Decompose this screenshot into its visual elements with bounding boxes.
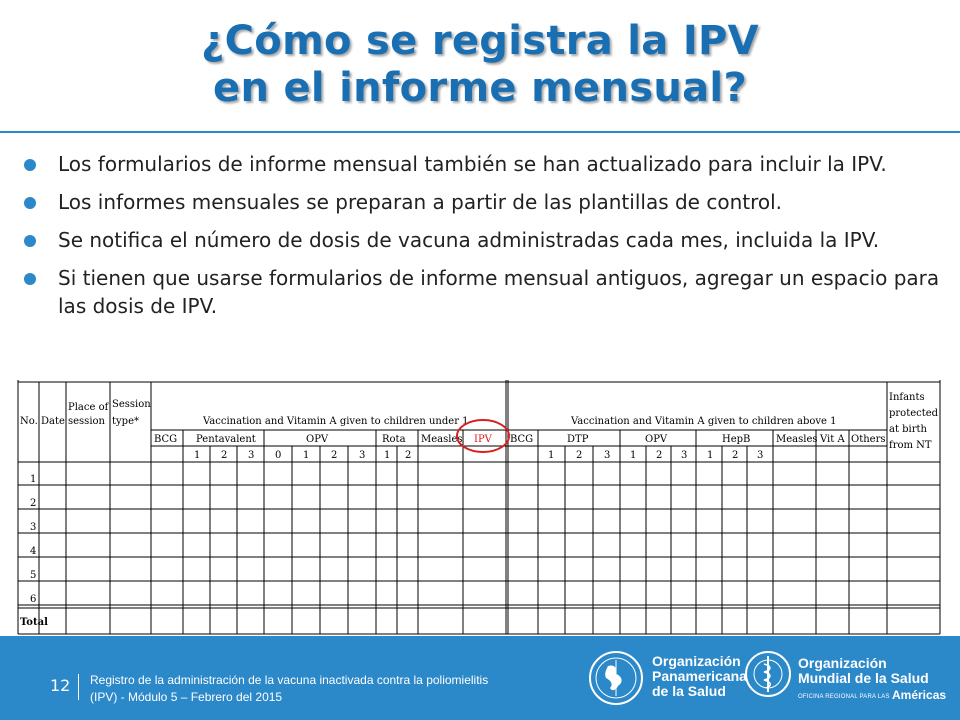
who-americas-label: Américas — [892, 688, 947, 702]
row-number: 5 — [30, 570, 36, 581]
dose-dtp-2: 2 — [576, 450, 582, 461]
col-place-line1: Place of — [68, 402, 110, 413]
bullet-item: Si tienen que usarse formularios de info… — [20, 264, 950, 320]
page-number: 12 — [50, 676, 71, 695]
total-label: Total — [20, 617, 48, 628]
dose-penta-2: 2 — [221, 450, 227, 461]
dose-penta-3: 3 — [248, 450, 254, 461]
vaccine-opv-above: OPV — [645, 434, 668, 445]
row-number: 3 — [30, 522, 36, 533]
dose-opv-3: 3 — [359, 450, 365, 461]
col-session-line2: type* — [112, 416, 139, 427]
footer-bar: 12 Registro de la administración de la v… — [0, 636, 960, 720]
paho-emblem-icon — [589, 651, 643, 705]
slide-title: ¿Cómo se registra la IPV en el informe m… — [0, 18, 960, 112]
vaccine-dtp: DTP — [567, 434, 589, 445]
dose-dtp-3: 3 — [604, 450, 610, 461]
vaccine-opv: OPV — [306, 434, 329, 445]
bullet-dot-icon — [24, 235, 36, 247]
dose-hepb-1: 1 — [707, 450, 713, 461]
bullet-item: Los formularios de informe mensual tambi… — [20, 150, 950, 178]
dose-dtp-1: 1 — [548, 450, 554, 461]
bullet-dot-icon — [24, 197, 36, 209]
dose-rota-2: 2 — [405, 450, 411, 461]
who-region-label: OFICINA REGIONAL PARA LAS — [798, 694, 890, 700]
vaccine-bcg-above: BCG — [510, 434, 533, 445]
dose-opv2-3: 3 — [681, 450, 687, 461]
footer-caption: Registro de la administración de la vacu… — [90, 673, 489, 704]
col-no: No. — [20, 416, 38, 427]
dose-penta-1: 1 — [194, 450, 200, 461]
infants-line4: from NT — [889, 440, 932, 451]
dose-opv-2: 2 — [331, 450, 337, 461]
dose-hepb-3: 3 — [757, 450, 763, 461]
infants-line2: protected — [889, 408, 939, 419]
col-place-line2: session — [68, 416, 106, 427]
bullet-item: Los informes mensuales se preparan a par… — [20, 188, 950, 216]
bullet-dot-icon — [24, 273, 36, 285]
group-above-1: Vaccination and Vitamin A given to child… — [570, 416, 836, 427]
who-emblem-icon — [745, 651, 791, 697]
vaccine-ipv: IPV — [474, 434, 493, 445]
vaccine-rota: Rota — [382, 434, 406, 445]
dose-opv2-1: 1 — [630, 450, 636, 461]
row-number: 1 — [30, 474, 36, 485]
col-session-line1: Session — [112, 399, 151, 410]
row-number: 2 — [30, 498, 36, 509]
dose-opv-1: 1 — [303, 450, 309, 461]
dose-opv-0: 0 — [275, 450, 281, 461]
bullet-list: Los formularios de informe mensual tambi… — [20, 150, 950, 330]
row-number: 6 — [30, 594, 36, 605]
report-form-table: No. Date Place of session Session type* … — [17, 380, 941, 635]
who-logo: Organización Mundial de la Salud OFICINA… — [744, 644, 954, 714]
title-line-2: en el informe mensual? — [213, 65, 747, 111]
bullet-item: Se notifica el número de dosis de vacuna… — [20, 226, 950, 254]
row-number: 4 — [30, 546, 36, 557]
paho-name: Organización Panamericana de la Salud — [652, 653, 747, 699]
monthly-report-form-image: No. Date Place of session Session type* … — [16, 372, 942, 636]
vaccine-others: Others — [851, 434, 886, 445]
vaccine-hepb: HepB — [722, 434, 750, 445]
vaccine-bcg: BCG — [154, 434, 177, 445]
vaccine-measles: Measles — [421, 434, 463, 445]
group-under-1: Vaccination and Vitamin A given to child… — [202, 416, 469, 427]
title-divider — [0, 131, 960, 133]
col-date: Date — [41, 416, 65, 427]
title-line-1: ¿Cómo se registra la IPV — [201, 18, 759, 64]
bullet-dot-icon — [24, 159, 36, 171]
infants-line1: Infants — [889, 392, 925, 403]
dose-rota-1: 1 — [384, 450, 390, 461]
vaccine-pentavalent: Pentavalent — [196, 434, 256, 445]
footer-separator — [78, 674, 79, 700]
infants-line3: at birth — [889, 424, 928, 435]
dose-hepb-2: 2 — [732, 450, 738, 461]
paho-logo: Organización Panamericana de la Salud — [588, 644, 747, 714]
ipv-highlight-circle — [456, 419, 510, 453]
dose-opv2-2: 2 — [656, 450, 662, 461]
vaccine-vit-a: Vit A — [819, 434, 845, 445]
vaccine-measles-above: Measles — [776, 434, 818, 445]
who-name: Organización Mundial de la Salud — [798, 655, 929, 686]
